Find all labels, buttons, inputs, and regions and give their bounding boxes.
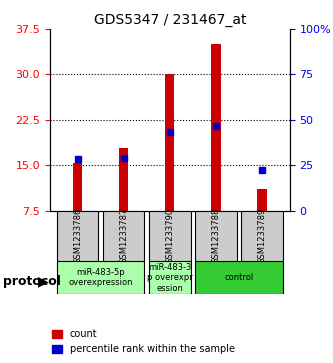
FancyBboxPatch shape bbox=[241, 211, 283, 261]
FancyBboxPatch shape bbox=[149, 261, 190, 294]
Text: control: control bbox=[224, 273, 254, 282]
Text: protocol: protocol bbox=[3, 275, 61, 288]
Bar bbox=[211, 44, 220, 211]
FancyBboxPatch shape bbox=[57, 211, 98, 261]
Bar bbox=[73, 163, 82, 211]
Text: ▶: ▶ bbox=[38, 274, 49, 288]
FancyBboxPatch shape bbox=[195, 261, 283, 294]
Text: GSM1233789: GSM1233789 bbox=[257, 208, 266, 264]
FancyBboxPatch shape bbox=[57, 261, 145, 294]
FancyBboxPatch shape bbox=[195, 211, 237, 261]
FancyBboxPatch shape bbox=[103, 211, 145, 261]
Legend: count, percentile rank within the sample: count, percentile rank within the sample bbox=[48, 326, 238, 358]
Text: miR-483-5p
overexpression: miR-483-5p overexpression bbox=[68, 268, 133, 287]
Text: GSM1233787: GSM1233787 bbox=[119, 208, 128, 264]
Bar bbox=[119, 148, 128, 211]
Title: GDS5347 / 231467_at: GDS5347 / 231467_at bbox=[94, 13, 246, 26]
Text: GSM1233786: GSM1233786 bbox=[73, 208, 82, 264]
Text: miR-483-3
p overexpr
ession: miR-483-3 p overexpr ession bbox=[147, 263, 193, 293]
FancyBboxPatch shape bbox=[149, 211, 190, 261]
Bar bbox=[165, 74, 174, 211]
Text: GSM1233788: GSM1233788 bbox=[211, 208, 220, 264]
Bar bbox=[257, 189, 267, 211]
Text: GSM1233790: GSM1233790 bbox=[165, 208, 174, 264]
